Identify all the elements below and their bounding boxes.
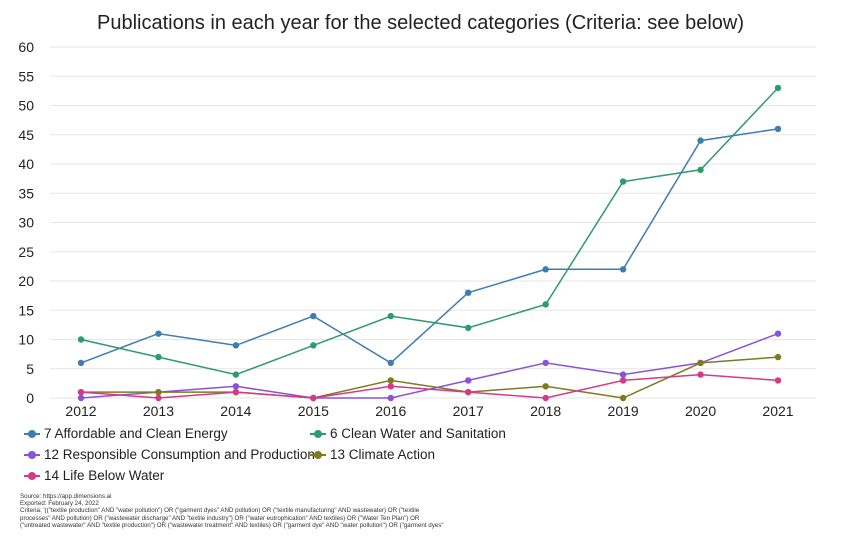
data-point[interactable] <box>697 359 704 367</box>
y-tick-label: 45 <box>18 127 34 143</box>
y-tick-label: 20 <box>18 273 34 289</box>
data-point[interactable] <box>774 353 782 361</box>
data-point[interactable] <box>542 359 549 367</box>
data-point[interactable] <box>619 394 627 402</box>
line-chart: 0 5 10 15 20 25 30 35 40 45 50 55 60 2012 2013 2014 2015… <box>18 39 816 419</box>
legend-swatch-icon <box>24 429 40 439</box>
x-tick-label: 2012 <box>65 403 96 419</box>
data-point[interactable] <box>155 394 162 402</box>
data-point[interactable] <box>542 383 549 390</box>
exported-note: Exported: February 24, 2022 <box>20 500 99 508</box>
series-line <box>80 373 779 399</box>
data-point[interactable] <box>774 84 782 92</box>
data-point[interactable] <box>232 371 240 378</box>
data-point[interactable] <box>619 266 627 273</box>
series-line <box>80 332 779 399</box>
data-point[interactable] <box>542 301 549 308</box>
legend-item-clean-water-sanitation[interactable]: 6 Clean Water and Sanitation <box>310 426 506 441</box>
data-point[interactable] <box>774 330 782 337</box>
data-point[interactable] <box>387 312 394 320</box>
data-point[interactable] <box>465 289 472 296</box>
source-note: Source: https://app.dimensions.ai <box>20 493 112 500</box>
x-tick-label: 2020 <box>685 403 716 419</box>
data-point[interactable] <box>387 383 394 390</box>
data-point[interactable] <box>619 371 627 378</box>
y-tick-label: 40 <box>18 156 34 172</box>
y-tick-label: 60 <box>18 39 34 55</box>
y-tick-label: 10 <box>18 332 34 348</box>
data-point[interactable] <box>697 166 704 174</box>
legend-label: 6 Clean Water and Sanitation <box>330 426 506 441</box>
data-point[interactable] <box>232 383 240 390</box>
data-point[interactable] <box>465 377 472 384</box>
data-point[interactable] <box>387 394 394 402</box>
legend-swatch-icon <box>310 450 326 460</box>
x-tick-label: 2018 <box>530 403 561 419</box>
legend-item-life-below-water[interactable]: 14 Life Below Water <box>24 468 164 483</box>
chart-notes: Source: https://app.dimensions.ai Export… <box>20 493 450 529</box>
x-tick-label: 2017 <box>453 403 484 419</box>
y-tick-label: 50 <box>18 98 34 114</box>
data-point[interactable] <box>232 342 240 349</box>
y-tick-label: 35 <box>18 185 34 201</box>
data-point[interactable] <box>155 330 162 337</box>
legend-swatch-icon <box>24 450 40 460</box>
data-point[interactable] <box>155 388 162 396</box>
data-point[interactable] <box>387 377 394 384</box>
x-tick-label: 2015 <box>298 403 329 419</box>
data-point[interactable] <box>774 125 782 133</box>
legend-label: 12 Responsible Consumption and Productio… <box>44 447 315 462</box>
legend-label: 13 Climate Action <box>330 447 436 462</box>
y-tick-label: 15 <box>18 302 34 318</box>
y-tick-label: 25 <box>18 244 34 260</box>
legend-swatch-icon <box>310 429 326 439</box>
axis-labels: 0 5 10 15 20 25 30 35 40 45 50 55 60 2012 2013 2014 2015… <box>18 39 793 419</box>
data-point[interactable] <box>619 377 627 384</box>
data-point[interactable] <box>310 342 317 349</box>
grid-lines <box>50 46 816 399</box>
x-tick-label: 2014 <box>220 403 251 419</box>
legend-item-responsible-consumption[interactable]: 12 Responsible Consumption and Productio… <box>24 447 315 462</box>
data-point[interactable] <box>155 353 162 361</box>
data-point[interactable] <box>619 178 627 185</box>
x-tick-label: 2013 <box>143 403 174 419</box>
x-tick-label: 2021 <box>762 403 793 419</box>
data-point[interactable] <box>77 388 85 396</box>
legend-swatch-icon <box>24 471 40 481</box>
series-line <box>81 356 779 399</box>
data-point[interactable] <box>542 394 549 402</box>
legend-item-climate-action[interactable]: 13 Climate Action <box>310 447 435 462</box>
series-line <box>80 87 779 376</box>
y-tick-label: 0 <box>26 390 34 406</box>
data-point[interactable] <box>697 371 704 378</box>
series-lines <box>77 84 782 402</box>
data-point[interactable] <box>77 336 85 343</box>
data-point[interactable] <box>465 324 472 331</box>
data-point[interactable] <box>77 394 85 402</box>
data-point[interactable] <box>387 359 394 367</box>
data-point[interactable] <box>774 377 782 384</box>
chart-title: Publications in each year for the select… <box>97 12 744 34</box>
data-point[interactable] <box>697 137 704 144</box>
legend-item-affordable-clean-energy[interactable]: 7 Affordable and Clean Energy <box>24 426 228 441</box>
x-tick-label: 2016 <box>375 403 406 419</box>
data-point[interactable] <box>310 394 317 402</box>
data-point[interactable] <box>232 388 240 396</box>
y-tick-label: 30 <box>18 215 34 231</box>
x-tick-label: 2019 <box>608 403 639 419</box>
data-point[interactable] <box>77 359 85 367</box>
data-point[interactable] <box>310 312 317 320</box>
criteria-note: Criteria: '(("textile production" AND "w… <box>20 507 448 529</box>
y-tick-label: 5 <box>26 361 34 377</box>
series-line <box>80 128 779 364</box>
legend-label: 14 Life Below Water <box>44 468 165 483</box>
data-point[interactable] <box>465 388 472 396</box>
y-tick-label: 55 <box>18 68 34 84</box>
data-point[interactable] <box>542 266 549 273</box>
legend-label: 7 Affordable and Clean Energy <box>44 426 228 441</box>
